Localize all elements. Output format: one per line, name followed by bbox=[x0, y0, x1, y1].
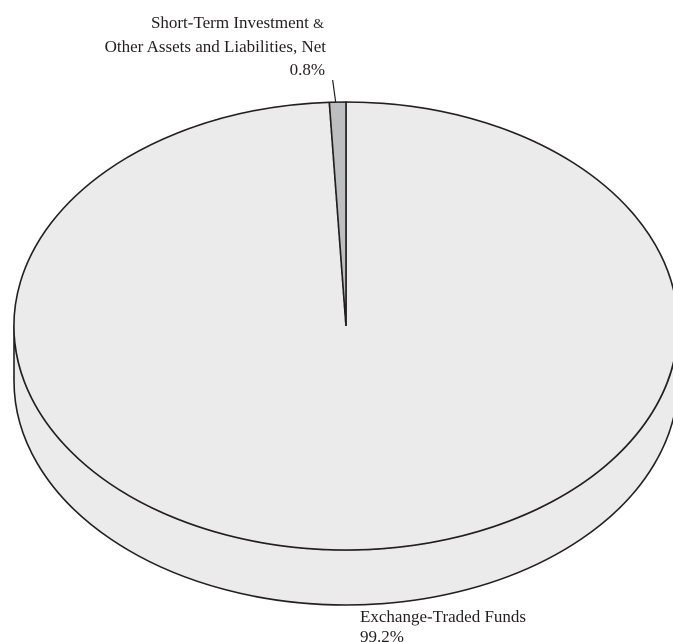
leader-line-short-term-investment bbox=[332, 79, 337, 103]
value-exchange-traded-funds: 99.2% bbox=[360, 627, 404, 642]
pie-slice-exchange-traded-funds bbox=[13, 101, 673, 551]
label-other-assets-liabilities: Other Assets and Liabilities, Net bbox=[105, 37, 327, 56]
label-short-term-investment: Short-Term Investment & bbox=[151, 13, 324, 32]
value-short-term-investment: 0.8% bbox=[290, 60, 325, 79]
pie-slice-short-term-investment bbox=[328, 101, 347, 327]
label-exchange-traded-funds: Exchange-Traded Funds bbox=[360, 607, 526, 626]
